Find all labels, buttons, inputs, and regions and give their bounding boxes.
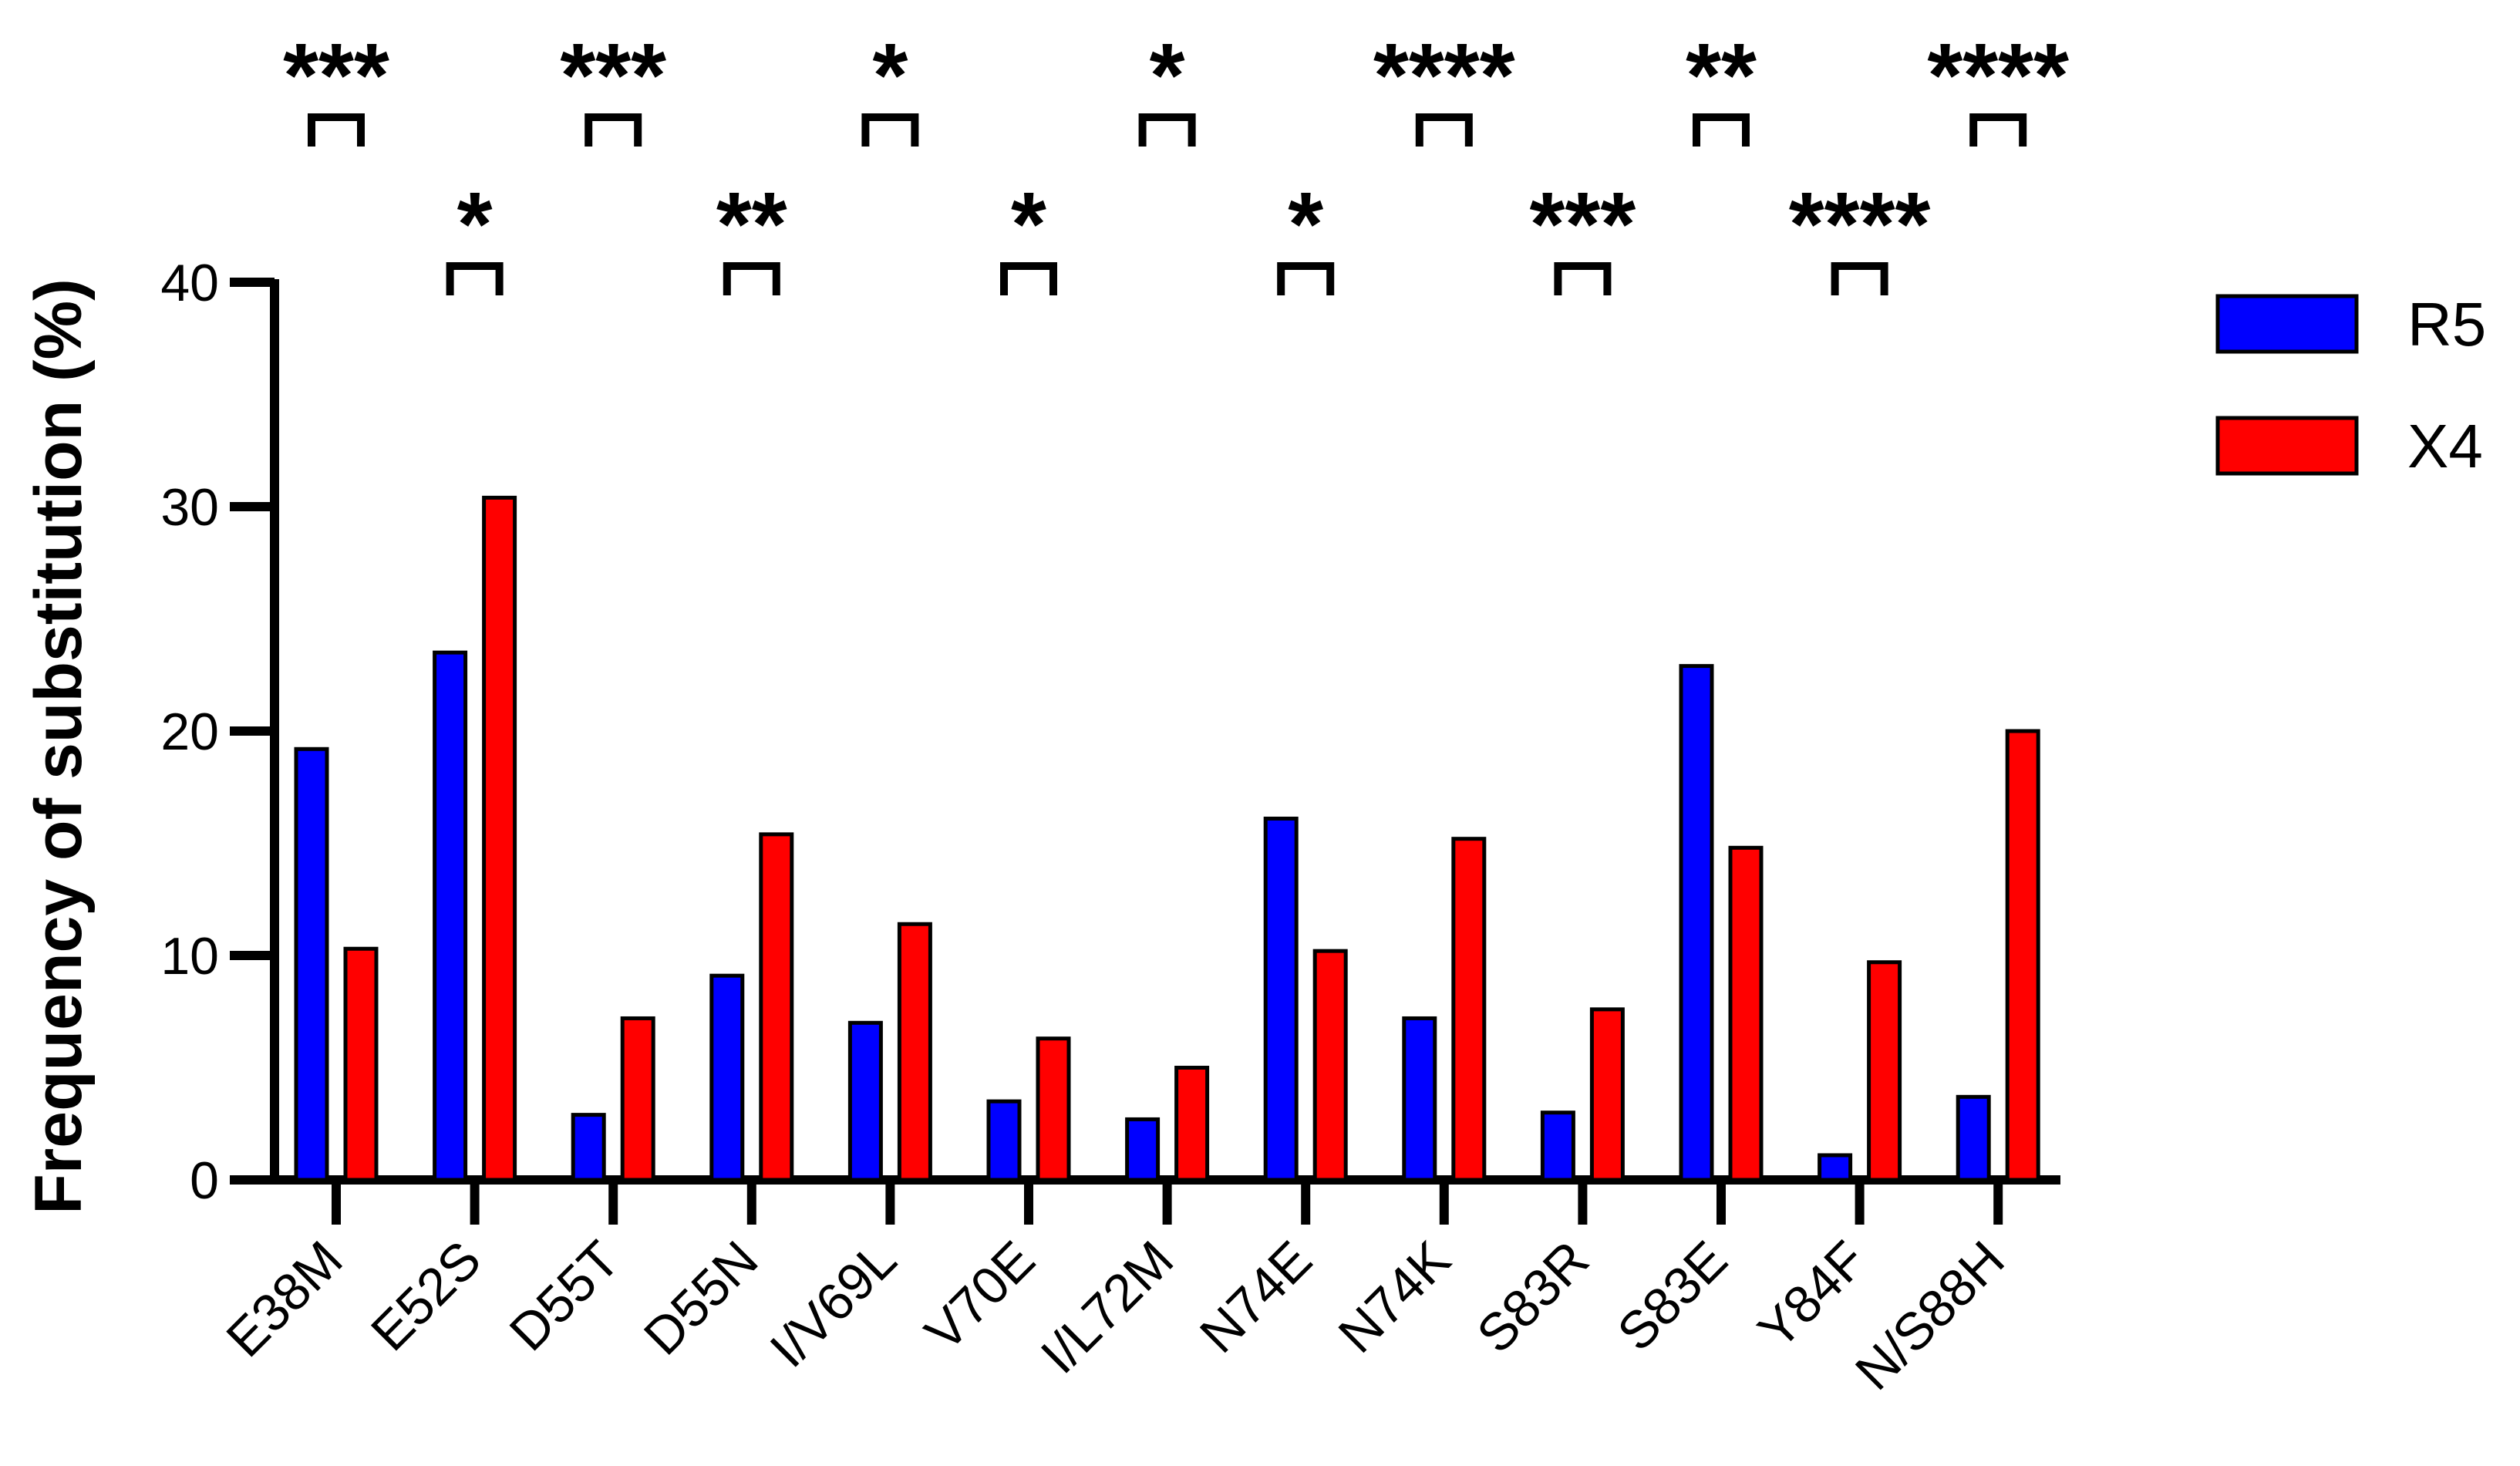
legend-label-x4: X4 [2407, 412, 2483, 480]
significance-bracket [1831, 262, 1888, 295]
bar-r5 [1540, 1110, 1575, 1182]
significance-stars: * [1011, 174, 1046, 275]
x-tick-label: N/S88H [1845, 1230, 2016, 1401]
bar-r5 [847, 1020, 883, 1182]
significance-stars: *** [283, 25, 389, 126]
significance-stars: **** [1789, 174, 1931, 275]
significance-bracket [723, 262, 780, 295]
bar-x4 [620, 1016, 655, 1182]
significance-bracket [1000, 262, 1057, 295]
bar-x4 [897, 922, 932, 1182]
bar-x4 [1174, 1066, 1210, 1182]
y-tick-label: 20 [160, 703, 219, 761]
bars [294, 495, 2040, 1182]
y-axis-title: Frequency of substitution (%) [22, 278, 96, 1215]
x-tick-label: N74K [1327, 1230, 1461, 1364]
y-tick-label: 30 [160, 478, 219, 537]
legend-swatch-r5 [2215, 294, 2359, 354]
significance-bracket [1693, 113, 1750, 147]
x-tick-label: S83R [1466, 1230, 1600, 1364]
bar-x4 [1036, 1036, 1071, 1182]
significance-bracket [1554, 262, 1612, 295]
legend: R5 X4 [2215, 290, 2486, 480]
bar-x4 [1867, 960, 1902, 1182]
significance-stars: * [1288, 174, 1323, 275]
significance-stars: *** [1530, 174, 1636, 275]
significance-annotations: ****************************** [283, 25, 2069, 295]
bar-x4 [1728, 845, 1764, 1182]
bar-r5 [571, 1113, 606, 1182]
significance-stars: **** [1373, 25, 1515, 126]
bar-r5 [1679, 664, 1714, 1182]
significance-stars: ** [716, 174, 787, 275]
x-tick-label: V70E [914, 1230, 1046, 1362]
significance-stars: **** [1927, 25, 2069, 126]
significance-bracket [1415, 113, 1473, 147]
significance-bracket [861, 113, 919, 147]
significance-bracket [446, 262, 504, 295]
significance-stars: ** [1686, 25, 1757, 126]
significance-stars: * [1150, 25, 1185, 126]
significance-bracket [308, 113, 365, 147]
significance-stars: *** [560, 25, 666, 126]
bar-r5 [1402, 1016, 1437, 1182]
legend-label-r5: R5 [2407, 290, 2486, 359]
bar-x4 [1589, 1007, 1625, 1182]
bar-r5 [709, 973, 745, 1182]
significance-bracket [585, 113, 642, 147]
x-tick-label: D55T [498, 1230, 630, 1362]
x-tick-label: Y84F [1747, 1230, 1878, 1360]
bar-x4 [759, 832, 794, 1182]
bar-x4 [343, 946, 379, 1182]
bar-r5 [433, 650, 468, 1182]
y-tick-label: 10 [160, 927, 219, 986]
y-tick-label: 0 [190, 1151, 219, 1210]
x-tick-label: D55N [633, 1230, 770, 1367]
y-tick-label: 40 [160, 254, 219, 312]
x-tick-label: E52S [360, 1230, 492, 1362]
bar-r5 [1125, 1117, 1161, 1182]
bar-x4 [2005, 729, 2040, 1182]
x-tick-label: N74E [1189, 1230, 1323, 1364]
x-tick-label: I/V69L [759, 1230, 908, 1379]
bar-r5 [1263, 816, 1299, 1182]
y-axis-title-group: Frequency of substitution (%) [22, 278, 96, 1215]
bar-x4 [1312, 949, 1348, 1182]
bar-r5 [1956, 1094, 1991, 1182]
bar-r5 [1818, 1153, 1853, 1182]
x-tick-label: S83E [1606, 1230, 1738, 1362]
x-tick-label: E38M [215, 1230, 353, 1368]
bar-x4 [1451, 837, 1487, 1182]
x-tick-label: I/L72M [1029, 1230, 1184, 1385]
legend-swatch-x4 [2215, 416, 2359, 476]
significance-stars: * [872, 25, 908, 126]
significance-bracket [1138, 113, 1196, 147]
bar-x4 [482, 495, 517, 1182]
bar-r5 [986, 1099, 1022, 1182]
significance-bracket [1277, 262, 1335, 295]
significance-stars: * [457, 174, 493, 275]
bar-r5 [294, 746, 329, 1182]
significance-bracket [1969, 113, 2027, 147]
